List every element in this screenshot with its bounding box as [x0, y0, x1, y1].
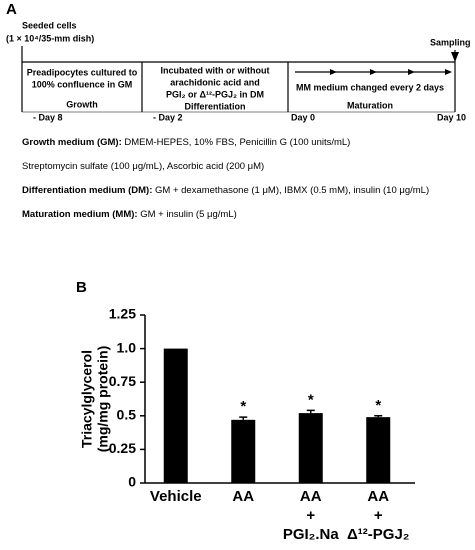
x-tick-label: +: [306, 507, 315, 524]
bar: [163, 348, 188, 483]
seeded-text: (1 × 10⁴/35-mm dish): [6, 33, 94, 43]
stage-name: Maturation: [347, 100, 393, 110]
y-tick-label: 1.25: [109, 306, 136, 322]
stage-name: Growth: [66, 99, 98, 109]
arrows: [330, 52, 459, 75]
media-line: Differentiation medium (DM): GM + dexame…: [22, 185, 429, 196]
stage-text: Incubated with or without: [161, 65, 270, 75]
x-tick-label: AA: [367, 488, 389, 505]
media-text: GM + insulin (5 μg/mL): [138, 209, 237, 220]
media-text: DMEM-HEPES, 10% FBS, Penicillin G (100 u…: [122, 137, 351, 148]
stage-text: PGI₂ or Δ¹²-PGJ₂ in DM: [166, 89, 264, 99]
x-tick-label: Vehicle: [150, 488, 202, 505]
day-label: Day 10: [437, 112, 466, 122]
stage-text: Preadipocytes cultured to: [27, 67, 138, 77]
error-bar: [306, 409, 315, 414]
y-tick-label: 0.5: [117, 407, 137, 423]
error-bar: [374, 415, 383, 418]
day-label: - Day 8: [33, 112, 63, 122]
x-tick-label: +: [374, 507, 383, 524]
media-line: Streptomycin sulfate (100 μg/mL), Ascorb…: [22, 161, 264, 172]
y-axis-label: (mg/mg protein): [95, 346, 111, 453]
media-line: Growth medium (GM): DMEM-HEPES, 10% FBS,…: [22, 137, 350, 148]
y-tick-label: 0.75: [109, 373, 136, 389]
media-list: Growth medium (GM): DMEM-HEPES, 10% FBS,…: [22, 137, 429, 220]
day-label: - Day 2: [153, 112, 183, 122]
x-tick-label: AA: [300, 488, 322, 505]
y-tick-label: 0: [128, 474, 136, 490]
stage-text: 100% confluence in GM: [32, 79, 133, 89]
panel-label: B: [76, 279, 87, 296]
chart: B Triacylglycerol (mg/mg protein) 0 0.25 0.5 0…: [76, 279, 415, 543]
bar: [298, 413, 323, 483]
stage-text: arachidonic acid and: [170, 77, 260, 87]
x-tick-label: Δ¹²-PGJ₂: [347, 526, 409, 543]
day-label: Day 0: [291, 112, 315, 122]
media-line: Maturation medium (MM): GM + insulin (5 …: [22, 209, 237, 220]
media-label: Growth medium (GM):: [22, 137, 122, 148]
y-axis-label: Triacylglycerol: [79, 350, 95, 448]
x-tick-label: AA: [232, 488, 254, 505]
significance-mark: *: [308, 391, 314, 408]
error-bar: [239, 416, 248, 420]
media-label: Maturation medium (MM):: [22, 209, 138, 220]
panel-label: A: [6, 1, 17, 18]
y-tick-label: 1.0: [117, 339, 137, 355]
significance-mark: *: [240, 398, 246, 415]
sampling-text: Sampling: [430, 37, 471, 47]
y-tick-label: 0.25: [109, 440, 136, 456]
media-text: Streptomycin sulfate (100 μg/mL), Ascorb…: [22, 161, 264, 172]
significance-mark: *: [375, 397, 381, 414]
stage-text: MM medium changed every 2 days: [296, 82, 444, 92]
seeded-text: Seeded cells: [22, 20, 77, 30]
media-label: Differentiation medium (DM):: [22, 185, 152, 196]
stage-name: Differentiation: [184, 101, 245, 111]
bar: [366, 417, 391, 483]
x-tick-label: PGI₂.Na: [283, 526, 340, 543]
bar: [231, 419, 256, 483]
media-text: GM + dexamethasone (1 μM), IBMX (0.5 mM)…: [152, 185, 429, 196]
